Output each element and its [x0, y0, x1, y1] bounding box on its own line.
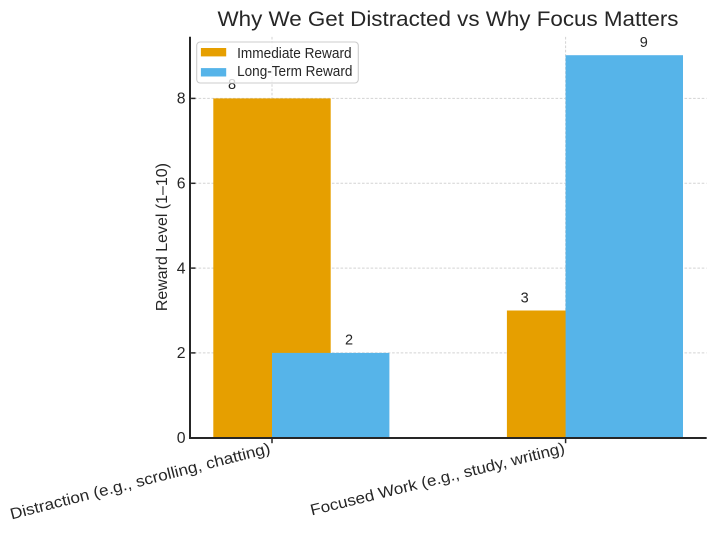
svg-text:4: 4	[177, 260, 186, 277]
svg-text:Immediate Reward: Immediate Reward	[237, 46, 352, 62]
svg-text:Long-Term Reward: Long-Term Reward	[237, 64, 352, 80]
svg-text:2: 2	[177, 345, 186, 362]
svg-text:Reward Level (1–10): Reward Level (1–10)	[154, 163, 171, 311]
svg-text:Why We Get Distracted vs Why F: Why We Get Distracted vs Why Focus Matte…	[218, 7, 679, 31]
svg-text:9: 9	[640, 35, 648, 51]
svg-text:6: 6	[177, 176, 186, 193]
svg-text:3: 3	[521, 290, 529, 306]
svg-text:8: 8	[177, 91, 186, 108]
svg-text:0: 0	[177, 430, 186, 447]
svg-text:2: 2	[345, 333, 353, 349]
svg-text:8: 8	[228, 77, 236, 93]
